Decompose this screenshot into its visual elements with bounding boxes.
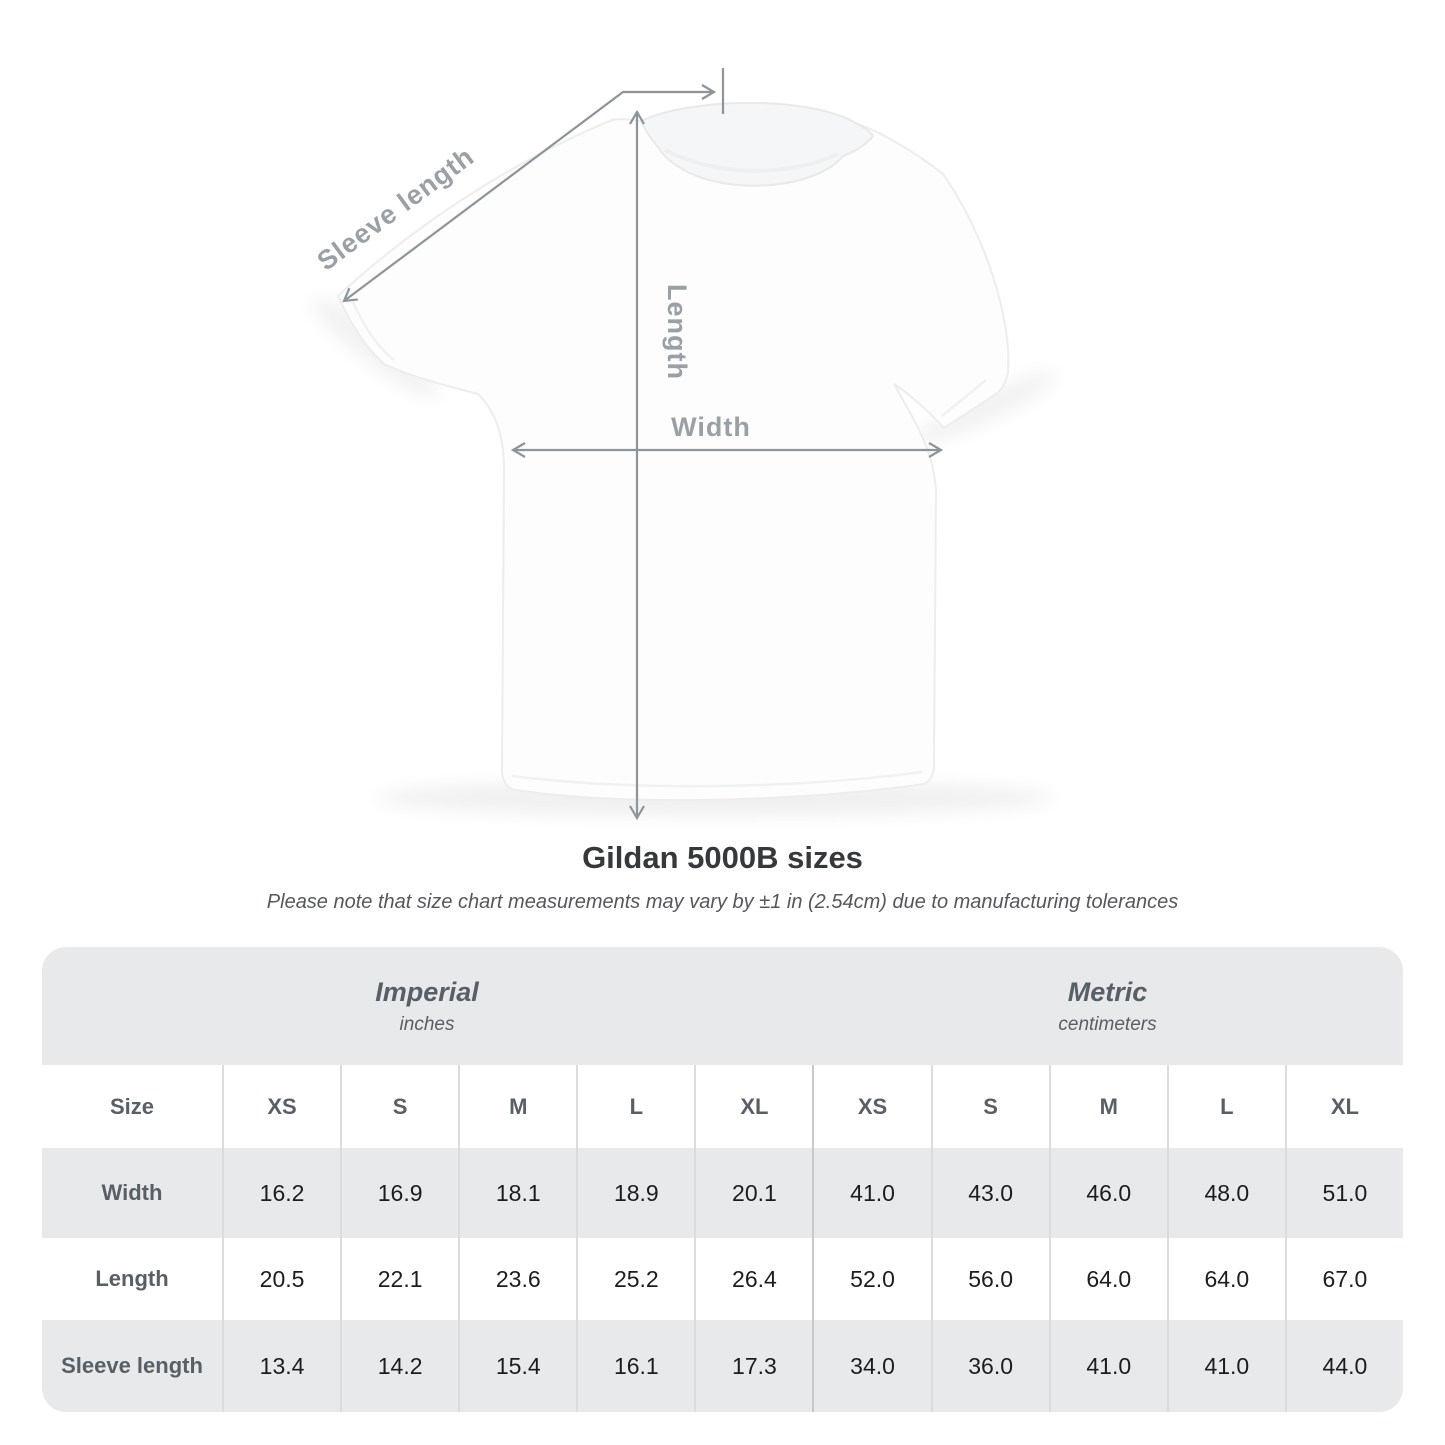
measurement-lines — [342, 68, 944, 821]
value-cell: 67.0 — [1284, 1238, 1403, 1320]
value-cell: 16.2 — [222, 1148, 340, 1238]
value-cell: 23.6 — [458, 1238, 576, 1320]
col-header-metric-l: L — [1166, 1065, 1285, 1148]
value-cell: 51.0 — [1284, 1148, 1403, 1238]
row-label-length: Length — [95, 1266, 169, 1291]
value-cell: 64.0 — [1166, 1238, 1285, 1320]
metric-label: Metric — [1067, 976, 1148, 1007]
size-header-row: Size XS S M L XL XS S M L XL — [42, 1065, 1403, 1148]
row-label-width: Width — [101, 1180, 163, 1205]
tshirt-body — [336, 103, 1010, 802]
metric-unit: centimeters — [1058, 1013, 1157, 1035]
value-cell: 52.0 — [812, 1238, 930, 1320]
value-cell: 64.0 — [1048, 1238, 1167, 1320]
value-cell: 41.0 — [1166, 1320, 1285, 1412]
value-cell: 18.9 — [576, 1148, 694, 1238]
value-cell: 16.1 — [576, 1320, 694, 1412]
sleeve-length-arrow — [342, 84, 717, 303]
value-cell: 48.0 — [1166, 1148, 1285, 1238]
tolerance-note: Please note that size chart measurements… — [266, 891, 1179, 913]
imperial-label: Imperial — [375, 976, 479, 1007]
value-cell: 13.4 — [222, 1320, 340, 1412]
col-header-imperial-m: M — [458, 1065, 576, 1148]
value-cell: 22.1 — [340, 1238, 458, 1320]
imperial-unit: inches — [399, 1013, 455, 1035]
size-chart-table: Imperial inches Metric centimeters Size … — [42, 947, 1403, 1412]
col-header-imperial-s: S — [340, 1065, 458, 1148]
value-cell: 26.4 — [694, 1238, 812, 1320]
length-label: Length — [662, 284, 692, 380]
unit-header-row: Imperial inches Metric centimeters — [42, 947, 1403, 1065]
tshirt-measurement-diagram: Sleeve length Length Width — [311, 68, 1058, 821]
col-header-imperial-xs: XS — [222, 1065, 340, 1148]
row-label-sleeve-length: Sleeve length — [61, 1353, 203, 1378]
col-header-metric-xl: XL — [1284, 1065, 1403, 1148]
col-header-imperial-l: L — [576, 1065, 694, 1148]
value-cell: 18.1 — [458, 1148, 576, 1238]
table-row-width: Width 16.2 16.9 18.1 18.9 20.1 41.0 43.0… — [42, 1148, 1403, 1238]
imperial-unit-header: Imperial inches — [42, 947, 812, 1065]
col-header-metric-s: S — [930, 1065, 1049, 1148]
value-cell: 34.0 — [812, 1320, 930, 1412]
col-header-metric-xs: XS — [812, 1065, 930, 1148]
value-cell: 36.0 — [930, 1320, 1049, 1412]
col-header-imperial-xl: XL — [694, 1065, 812, 1148]
width-label: Width — [671, 412, 751, 442]
value-cell: 56.0 — [930, 1238, 1049, 1320]
col-header-metric-m: M — [1048, 1065, 1167, 1148]
value-cell: 41.0 — [812, 1148, 930, 1238]
value-cell: 20.1 — [694, 1148, 812, 1238]
value-cell: 14.2 — [340, 1320, 458, 1412]
value-cell: 41.0 — [1048, 1320, 1167, 1412]
value-cell: 20.5 — [222, 1238, 340, 1320]
value-cell: 43.0 — [930, 1148, 1049, 1238]
value-cell: 46.0 — [1048, 1148, 1167, 1238]
size-header-cell: Size — [109, 1093, 155, 1119]
value-cell: 44.0 — [1284, 1320, 1403, 1412]
table-row-length: Length 20.5 22.1 23.6 25.2 26.4 52.0 56.… — [42, 1238, 1403, 1320]
value-cell: 17.3 — [694, 1320, 812, 1412]
value-cell: 25.2 — [576, 1238, 694, 1320]
page-title: Gildan 5000B sizes — [582, 840, 863, 875]
tshirt-seams — [350, 299, 987, 788]
table-row-sleeve-length: Sleeve length 13.4 14.2 15.4 16.1 17.3 3… — [42, 1320, 1403, 1412]
metric-unit-header: Metric centimeters — [812, 947, 1403, 1065]
value-cell: 15.4 — [458, 1320, 576, 1412]
value-cell: 16.9 — [340, 1148, 458, 1238]
